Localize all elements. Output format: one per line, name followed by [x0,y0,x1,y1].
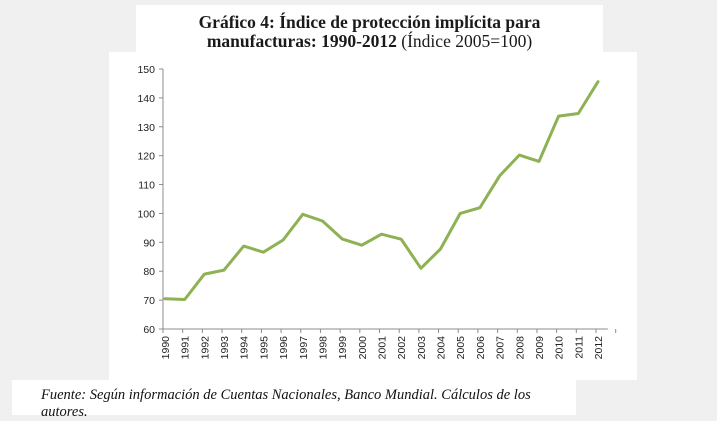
axes [159,69,608,329]
x-tick-label: 2011 [573,336,585,359]
x-tick-label: 2007 [495,336,507,360]
y-tick-label: 60 [143,324,155,336]
source-note: Fuente: Según información de Cuentas Nac… [41,387,576,421]
title-panel: Gráfico 4: Índice de protección implícit… [136,5,603,53]
y-tick-label: 80 [143,266,155,278]
x-tick-label: 1991 [180,336,192,360]
x-tick-label: 2003 [416,336,428,360]
x-tick-label: 1993 [219,336,231,360]
y-tick-label: 120 [137,151,155,163]
x-tick-label: 2002 [396,336,408,360]
y-tick-label: 70 [143,295,155,307]
x-tick-label: 1998 [317,336,329,360]
y-tick-label: 150 [137,64,155,76]
series-line [165,82,598,300]
y-tick-label: 140 [137,93,155,105]
x-tick-label: 2010 [554,336,566,360]
x-tick-label: 2000 [357,336,369,360]
x-axis-ticks: 1990 1991 1992 1993 1994 1995 1996 1997 1998 1999… [160,329,616,359]
x-tick-label: 1999 [337,336,349,360]
x-tick-label: 2005 [455,336,467,360]
x-tick-label: 2009 [534,336,546,360]
chart-title-line-2: manufacturas: 1990-2012 (Índice 2005=100… [136,31,603,51]
x-tick-label: 2004 [436,336,448,360]
y-tick-label: 100 [137,208,155,220]
x-tick-label: 2012 [593,336,605,360]
x-tick-label: 2006 [475,336,487,360]
x-tick-label: 1995 [258,336,270,360]
chart-title-subtitle: (Índice 2005=100) [397,31,532,51]
x-tick-label: 1997 [298,336,310,360]
series-group [165,82,598,300]
y-tick-label: 90 [143,237,155,249]
x-tick-label: 2008 [514,336,526,360]
x-tick-label: 1992 [199,336,211,360]
footer-panel: Fuente: Según información de Cuentas Nac… [12,380,576,415]
y-tick-label: 130 [137,122,155,134]
y-tick-label: 110 [138,180,155,192]
x-tick-label: 2001 [377,336,389,360]
chart-title-line-1: Gráfico 4: Índice de protección implícit… [136,12,603,32]
x-tick-label: 1996 [278,336,290,360]
chart-title-bold-2: manufacturas: 1990-2012 [207,31,397,51]
x-tick-label: 1994 [239,336,251,360]
chart-title-bold-1: Gráfico 4: Índice de protección implícit… [199,12,541,32]
x-tick-label: 1990 [160,336,172,360]
y-axis-ticks: 60 70 80 90 100 110 120 130 140 150 [137,64,163,336]
